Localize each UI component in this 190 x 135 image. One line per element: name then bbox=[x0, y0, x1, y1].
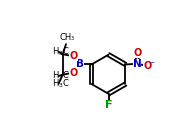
Text: O: O bbox=[143, 61, 152, 71]
Text: B: B bbox=[77, 59, 85, 70]
Text: O: O bbox=[69, 68, 78, 78]
Text: O: O bbox=[69, 51, 78, 61]
Text: O: O bbox=[134, 48, 142, 58]
Text: $_3$: $_3$ bbox=[70, 34, 75, 43]
Text: H$_3$C: H$_3$C bbox=[52, 78, 70, 90]
Text: H$_3$C: H$_3$C bbox=[52, 46, 70, 58]
Text: CH: CH bbox=[59, 33, 71, 42]
Text: $^{-}$: $^{-}$ bbox=[149, 59, 155, 68]
Text: F: F bbox=[105, 100, 112, 110]
Text: H$_3$C: H$_3$C bbox=[52, 70, 70, 82]
Text: N: N bbox=[133, 59, 141, 69]
